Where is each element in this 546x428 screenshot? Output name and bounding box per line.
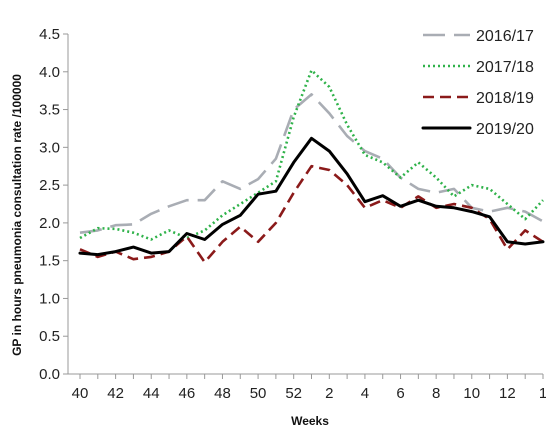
y-tick-label: 2.5: [39, 177, 60, 194]
x-tick-label: 1: [539, 385, 546, 402]
x-axis-title: Weeks: [291, 414, 329, 428]
x-tick-label: 40: [72, 385, 89, 402]
x-tick-label: 6: [396, 385, 404, 402]
x-tick-label: 10: [463, 385, 480, 402]
x-tick-label: 8: [432, 385, 440, 402]
series-line-2019-20: [78, 136, 545, 257]
x-tick-label: 50: [250, 385, 267, 402]
y-axis-title: GP in hours pneumonia consultation rate …: [10, 74, 24, 356]
x-tick-label: 12: [499, 385, 516, 402]
series-line-2016-17: [79, 93, 544, 234]
x-tick-label: 48: [214, 385, 231, 402]
x-tick-label: 2: [325, 385, 333, 402]
legend-label: 2016/17: [476, 28, 534, 45]
series-line-2018-19: [79, 164, 544, 264]
y-tick-label: 3.0: [39, 139, 60, 156]
y-tick-label: 4.0: [39, 64, 60, 81]
x-tick-label: 4: [361, 385, 369, 402]
legend-label: 2019/20: [476, 121, 534, 138]
legend-label: 2018/19: [476, 90, 534, 107]
y-tick-label: 0.0: [39, 366, 60, 383]
y-tick-label: 1.0: [39, 290, 60, 307]
x-tick-label: 42: [107, 385, 124, 402]
y-tick-label: 3.5: [39, 102, 60, 119]
x-tick-label: 44: [143, 385, 160, 402]
legend-label: 2017/18: [476, 59, 534, 76]
x-tick-label: 52: [285, 385, 302, 402]
series-layer: [78, 69, 545, 264]
y-tick-label: 1.5: [39, 253, 60, 270]
y-tick-label: 0.5: [39, 328, 60, 345]
x-tick-label: 46: [179, 385, 196, 402]
legend: 2016/17 2017/18 2018/19 2019/20: [421, 28, 534, 138]
y-tick-label: 2.0: [39, 215, 60, 232]
y-tick-label: 4.5: [39, 26, 60, 43]
axes: 0.00.51.01.52.02.53.03.54.04.540 42 44 46 48…: [39, 26, 546, 402]
